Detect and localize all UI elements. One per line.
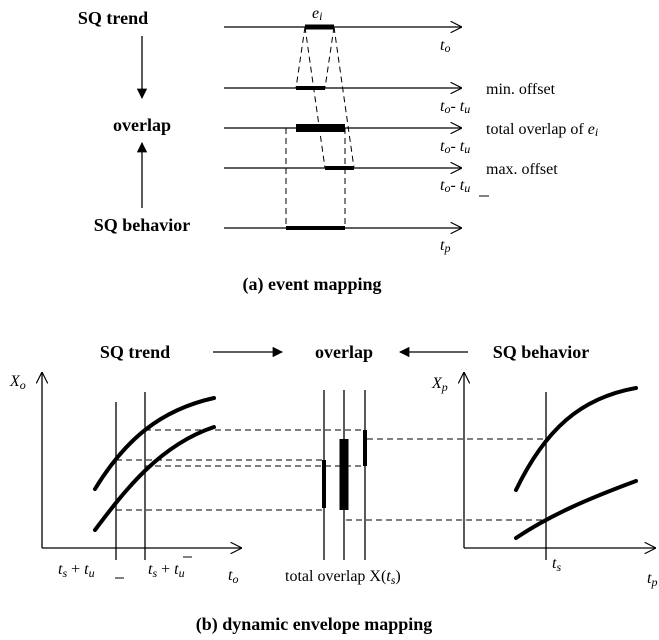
header-sq-behavior: SQ behavior	[493, 342, 590, 362]
header-overlap: overlap	[315, 342, 373, 362]
envelope-mapping-panel: SQ trend overlap SQ behavior Xo to ts + …	[9, 342, 657, 635]
sq-behavior-label: SQ behavior	[94, 215, 191, 235]
envelope-dashed-lines	[116, 429, 546, 521]
axis-label-tp: tp	[440, 237, 450, 255]
max-offset-label: max. offset	[486, 161, 558, 178]
left-tick-label-2: ts + tu	[148, 561, 185, 580]
left-lower-envelope	[93, 425, 216, 532]
left-upper-envelope	[93, 396, 216, 491]
axis-label-to-tu-1: to- tu	[440, 98, 470, 116]
min-offset-label: min. offset	[486, 81, 556, 98]
total-overlap-xts-label: total overlap X(ts)	[285, 568, 401, 587]
right-y-label: Xp	[431, 375, 448, 394]
right-lower-envelope	[514, 479, 638, 540]
overlap-label: overlap	[113, 115, 171, 135]
header-sq-trend: SQ trend	[100, 342, 170, 362]
left-y-label: Xo	[9, 373, 26, 392]
right-upper-envelope	[514, 386, 638, 492]
event-dashed-lines	[285, 26, 355, 228]
caption-b: (b) dynamic envelope mapping	[196, 614, 433, 635]
caption-a: (a) event mapping	[243, 274, 382, 295]
right-tick-label: ts	[552, 555, 561, 574]
event-mapping-panel: SQ trend overlap SQ behavior ei to t	[78, 5, 598, 295]
event-label: ei	[312, 5, 322, 23]
axis-label-to-tu-2: to- tu	[440, 138, 470, 156]
axis-label-to-tu-3: to- tu	[440, 177, 470, 195]
total-overlap-label: total overlap of ei	[486, 121, 598, 139]
axis-label-to: to	[440, 37, 450, 55]
left-x-label: to	[228, 567, 238, 586]
sq-trend-label: SQ trend	[78, 8, 148, 28]
right-x-label: tp	[647, 570, 657, 589]
left-tick-label-1: ts + tu	[58, 561, 95, 580]
